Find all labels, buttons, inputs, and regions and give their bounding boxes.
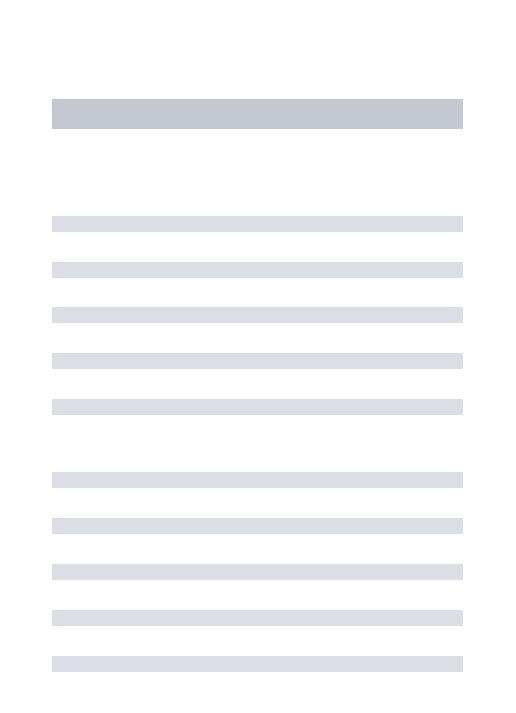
line-7 xyxy=(52,518,463,534)
line-2 xyxy=(52,262,463,278)
line-9 xyxy=(52,610,463,626)
line-4 xyxy=(52,353,463,369)
line-6 xyxy=(52,472,463,488)
line-8 xyxy=(52,564,463,580)
line-10 xyxy=(52,656,463,672)
line-1 xyxy=(52,216,463,232)
title-bar xyxy=(52,99,463,129)
line-5 xyxy=(52,399,463,415)
line-3 xyxy=(52,307,463,323)
